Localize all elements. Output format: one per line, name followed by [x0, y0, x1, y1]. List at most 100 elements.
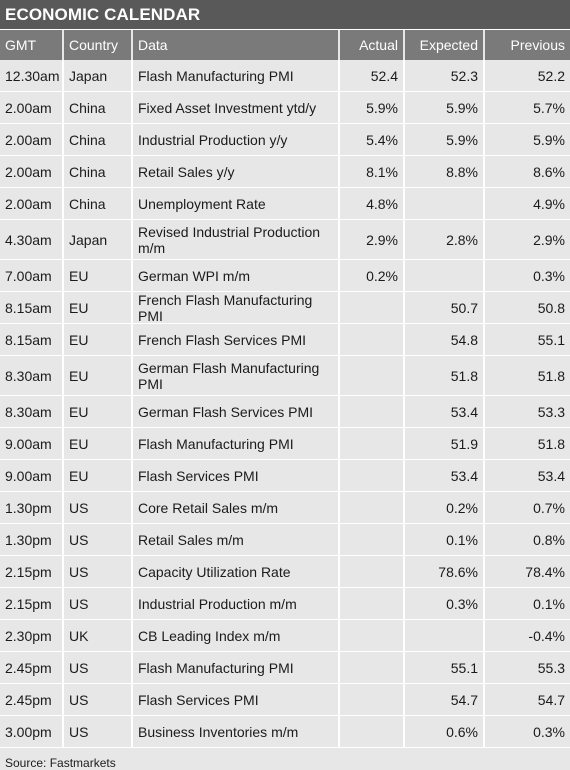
cell-previous: 4.9% [485, 188, 570, 219]
cell-country-text: US [69, 531, 89, 548]
cell-data: Business Inventories m/m [133, 716, 340, 747]
cell-country: US [64, 588, 133, 619]
cell-country-text: UK [69, 627, 89, 644]
cell-gmt: 9.00am [0, 460, 64, 491]
cell-gmt-text: 7.00am [5, 267, 52, 284]
cell-country-text: EU [69, 267, 89, 284]
cell-data-text: Fixed Asset Investment ytd/y [138, 99, 317, 116]
cell-country-text: US [69, 563, 89, 580]
cell-country-text: China [69, 99, 106, 116]
cell-actual: 8.1% [340, 156, 405, 187]
cell-previous: 54.7 [485, 684, 570, 715]
cell-gmt: 1.30pm [0, 524, 64, 555]
cell-country-text: China [69, 195, 106, 212]
cell-previous-text: 51.8 [537, 367, 565, 384]
cell-data: Retail Sales m/m [133, 524, 340, 555]
cell-country: EU [64, 356, 133, 395]
cell-previous: 50.8 [485, 292, 570, 323]
cell-previous: 78.4% [485, 556, 570, 587]
cell-expected-text: 51.9 [450, 435, 478, 452]
header-expected: Expected [405, 30, 485, 60]
cell-country: US [64, 556, 133, 587]
cell-expected: 2.8% [405, 220, 485, 259]
cell-expected-text: 55.1 [450, 659, 478, 676]
cell-country-text: Japan [69, 67, 108, 84]
table-row: 7.00am EU German WPI m/m 0.2% 0.3% [0, 260, 570, 292]
cell-data-text: Retail Sales m/m [138, 531, 244, 548]
cell-data-text: Retail Sales y/y [138, 163, 235, 180]
cell-expected-text: 8.8% [446, 163, 478, 180]
cell-country: China [64, 124, 133, 155]
cell-gmt: 2.45pm [0, 652, 64, 683]
cell-previous: 0.1% [485, 588, 570, 619]
cell-data-text: French Flash Manufacturing PMI [138, 291, 313, 324]
cell-previous-text: 5.7% [533, 99, 565, 116]
cell-actual [340, 492, 405, 523]
cell-gmt: 12.30am [0, 60, 64, 91]
cell-actual [340, 356, 405, 395]
cell-previous: 8.6% [485, 156, 570, 187]
cell-country-text: US [69, 595, 89, 612]
cell-country: UK [64, 620, 133, 651]
calendar-title: ECONOMIC CALENDAR [0, 0, 570, 30]
cell-data: German Flash Services PMI [133, 396, 340, 427]
cell-data: German Flash Manufacturing PMI [133, 356, 340, 395]
cell-expected: 5.9% [405, 92, 485, 123]
cell-previous: 51.8 [485, 428, 570, 459]
cell-country: EU [64, 260, 133, 291]
cell-country: US [64, 716, 133, 747]
cell-data: Industrial Production y/y [133, 124, 340, 155]
cell-data: Capacity Utilization Rate [133, 556, 340, 587]
cell-previous-text: 5.9% [533, 131, 565, 148]
cell-data-text: Flash Manufacturing PMI [138, 435, 294, 452]
cell-country: China [64, 156, 133, 187]
cell-gmt: 2.00am [0, 156, 64, 187]
table-row: 2.15pm US Industrial Production m/m 0.3% 0.1… [0, 588, 570, 620]
cell-previous: 53.3 [485, 396, 570, 427]
table-row: 4.30am Japan Revised Industrial Production… [0, 220, 570, 260]
cell-gmt-text: 1.30pm [5, 531, 52, 548]
cell-actual [340, 588, 405, 619]
cell-data-text: German Flash Services PMI [138, 403, 314, 420]
cell-gmt-text: 9.00am [5, 467, 52, 484]
cell-actual: 2.9% [340, 220, 405, 259]
source-note: Source: Fastmarkets [5, 756, 116, 770]
cell-expected: 53.4 [405, 460, 485, 491]
table-row: 12.30am Japan Flash Manufacturing PMI 52.4 5… [0, 60, 570, 92]
cell-gmt-text: 2.00am [5, 99, 52, 116]
cell-data: Core Retail Sales m/m [133, 492, 340, 523]
cell-actual: 0.2% [340, 260, 405, 291]
cell-expected-text: 52.3 [450, 67, 478, 84]
cell-previous: 0.3% [485, 716, 570, 747]
cell-country: China [64, 92, 133, 123]
cell-expected-text: 5.9% [446, 131, 478, 148]
cell-data: Flash Manufacturing PMI [133, 60, 340, 91]
cell-actual [340, 556, 405, 587]
table-row: 8.30am EU German Flash Manufacturing PMI 51… [0, 356, 570, 396]
cell-actual-text: 5.4% [366, 131, 398, 148]
cell-previous-text: 0.8% [533, 531, 565, 548]
table-row: 2.15pm US Capacity Utilization Rate 78.6% 78… [0, 556, 570, 588]
table-row: 8.15am EU French Flash Manufacturing PMI 50… [0, 292, 570, 324]
cell-previous: 55.1 [485, 324, 570, 355]
cell-gmt-text: 2.30pm [5, 627, 52, 644]
cell-data: Flash Manufacturing PMI [133, 428, 340, 459]
table-body: 12.30am Japan Flash Manufacturing PMI 52.4 5… [0, 60, 570, 748]
cell-data-text: French Flash Services PMI [138, 331, 307, 348]
header-actual: Actual [340, 30, 405, 60]
cell-expected: 78.6% [405, 556, 485, 587]
cell-expected: 50.7 [405, 292, 485, 323]
cell-actual: 4.8% [340, 188, 405, 219]
cell-previous-text: 0.3% [533, 723, 565, 740]
cell-data-text: Revised Industrial Production m/m [138, 223, 321, 256]
cell-gmt-text: 8.30am [5, 403, 52, 420]
cell-data: French Flash Manufacturing PMI [133, 291, 340, 324]
cell-expected-text: 78.6% [438, 563, 478, 580]
table-row: 3.00pm US Business Inventories m/m 0.6% 0.3% [0, 716, 570, 748]
cell-previous-text: 78.4% [525, 563, 565, 580]
cell-country-text: China [69, 163, 106, 180]
table-row: 2.45pm US Flash Services PMI 54.7 54.7 [0, 684, 570, 716]
table-header: GMT Country Data Actual Expected Previou… [0, 30, 570, 60]
cell-gmt-text: 2.00am [5, 131, 52, 148]
cell-gmt: 2.00am [0, 188, 64, 219]
